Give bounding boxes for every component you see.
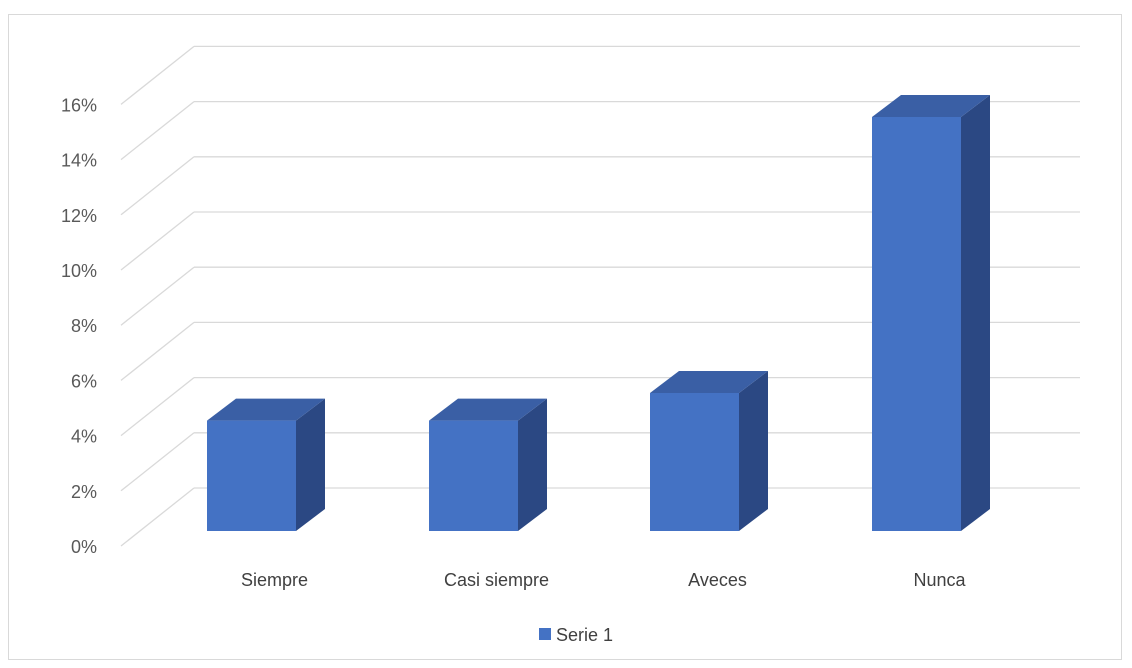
y-tick-label: 14% (61, 151, 97, 171)
gridline-diagonal (120, 266, 195, 326)
bar-nunca (872, 117, 961, 531)
y-tick-label: 16% (61, 95, 97, 115)
y-tick-label: 10% (61, 261, 97, 281)
gridline-diagonal (120, 101, 195, 161)
bar-top (872, 95, 990, 117)
y-tick-label: 0% (71, 537, 97, 557)
bar-side (296, 398, 325, 531)
gridline-diagonal (120, 321, 195, 381)
gridline-diagonal (120, 45, 195, 105)
gridline-diagonal (120, 211, 195, 271)
bar-top (650, 371, 768, 393)
x-axis-labels: Siempre Casi siempre Aveces Nunca (241, 570, 967, 590)
bar-aveces (650, 393, 739, 531)
y-tick-label: 12% (61, 206, 97, 226)
bar-side (961, 95, 990, 531)
y-tick-label: 6% (71, 371, 97, 391)
bar-side (739, 371, 768, 531)
legend: Serie 1 (539, 625, 613, 645)
x-tick-label: Aveces (688, 570, 747, 590)
gridline-diagonal (120, 377, 195, 437)
x-tick-label: Casi siempre (444, 570, 549, 590)
legend-swatch-serie-1 (539, 628, 551, 640)
y-tick-label: 4% (71, 427, 97, 447)
x-tick-label: Nunca (913, 570, 966, 590)
bar-siempre (207, 420, 296, 531)
bar-casi-siempre (429, 420, 518, 531)
legend-label-serie-1: Serie 1 (556, 625, 613, 645)
gridline-diagonal (120, 432, 195, 492)
y-axis-ticks: 0% 2% 4% 6% 8% 10% 12% 14% 16% (61, 95, 97, 557)
gridline-diagonal (120, 487, 195, 547)
y-tick-label: 8% (71, 316, 97, 336)
x-tick-label: Siempre (241, 570, 308, 590)
bar-side (518, 398, 547, 531)
y-tick-label: 2% (71, 482, 97, 502)
bar-top (429, 398, 547, 421)
gridline-diagonal (120, 156, 195, 216)
bars (207, 95, 990, 531)
bar-top (207, 398, 325, 421)
